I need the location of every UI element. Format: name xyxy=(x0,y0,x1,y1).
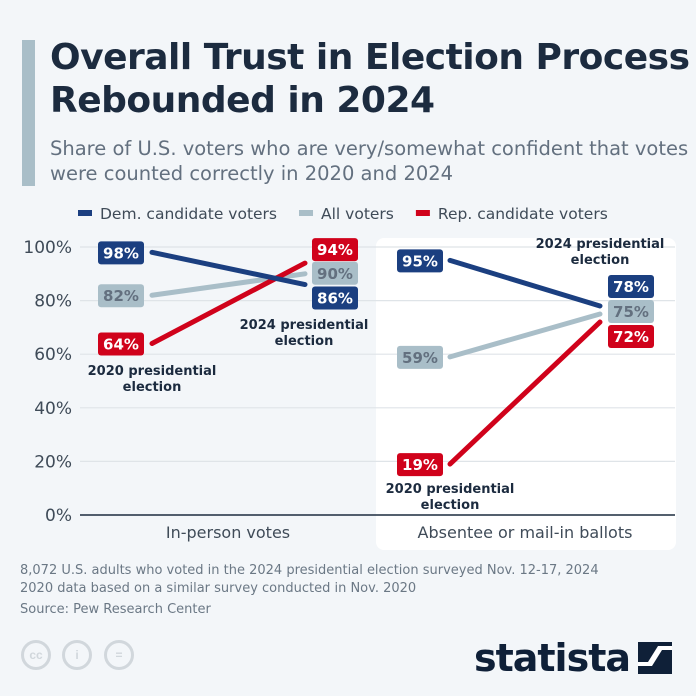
data-label-box xyxy=(397,249,443,273)
source: Source: Pew Research Center xyxy=(20,602,211,617)
data-label: 64% xyxy=(103,335,139,353)
x-category-label: In-person votes xyxy=(166,523,290,542)
statista-logo-icon xyxy=(638,642,672,674)
footnote-1: 8,072 U.S. adults who voted in the 2024 … xyxy=(20,563,599,578)
title-accent-bar xyxy=(22,40,35,186)
chart: 0% 20% 40% 60% 80% 100% Dem. candidate voters A… xyxy=(23,205,676,550)
data-label-box xyxy=(312,286,358,310)
legend-swatch xyxy=(299,210,314,216)
legend-swatch xyxy=(415,210,430,216)
annotation-2024: 2024 presidential xyxy=(240,318,369,333)
chart-subtitle: Share of U.S. voters who are very/somewh… xyxy=(50,137,689,185)
data-label: 94% xyxy=(317,241,353,259)
legend-label: All voters xyxy=(321,205,394,223)
attribution-icon[interactable]: i xyxy=(62,640,92,670)
data-label-box xyxy=(608,274,654,298)
data-label-box xyxy=(98,284,144,308)
footnote-2: 2020 data based on a similar survey cond… xyxy=(20,581,417,596)
data-label: 86% xyxy=(317,290,353,308)
statista-logo[interactable]: statista xyxy=(474,636,672,680)
data-label: 90% xyxy=(317,265,353,283)
data-label-box xyxy=(312,238,358,262)
data-label: 72% xyxy=(613,328,649,346)
data-label: 19% xyxy=(402,456,438,474)
annotation-2020: election xyxy=(123,380,182,395)
y-tick-label: 100% xyxy=(23,238,72,258)
series-line xyxy=(149,260,308,346)
annotation-2020: election xyxy=(421,498,480,513)
chart-title: Overall Trust in Election Process Reboun… xyxy=(50,37,690,121)
y-tick-label: 40% xyxy=(34,399,72,419)
data-label-box xyxy=(397,453,443,477)
legend-label: Dem. candidate voters xyxy=(100,205,277,223)
series-line xyxy=(149,249,308,288)
no-derivatives-icon[interactable]: = xyxy=(104,640,134,670)
data-label: 59% xyxy=(402,349,438,367)
data-label: 75% xyxy=(613,303,649,321)
data-label: 98% xyxy=(103,244,139,262)
annotation-2024: 2024 presidential xyxy=(536,237,665,252)
data-label-box xyxy=(98,241,144,265)
series-line xyxy=(447,257,603,309)
annotation-2020: 2020 presidential xyxy=(88,364,217,379)
annotation-2024: election xyxy=(275,334,334,349)
data-label-box xyxy=(312,261,358,285)
x-category-label: Absentee or mail-in ballots xyxy=(418,523,633,542)
y-tick-label: 80% xyxy=(34,292,72,312)
y-tick-label: 20% xyxy=(34,452,72,472)
y-tick-label: 60% xyxy=(34,345,72,365)
y-tick-label: 0% xyxy=(45,506,72,526)
annotation-2024: election xyxy=(571,253,630,268)
annotation-2020: 2020 presidential xyxy=(386,482,515,497)
series-line xyxy=(447,319,603,467)
data-label: 95% xyxy=(402,252,438,270)
legend-swatch xyxy=(78,210,92,216)
data-label-box xyxy=(608,300,654,323)
data-label: 82% xyxy=(103,287,139,305)
data-label-box xyxy=(397,345,443,369)
legend-label: Rep. candidate voters xyxy=(438,205,608,223)
brand-name: statista xyxy=(473,636,631,680)
data-label-box xyxy=(98,332,144,356)
series-line xyxy=(447,311,603,360)
cc-license-icon[interactable]: cc xyxy=(21,640,51,670)
data-label-box xyxy=(608,325,654,349)
data-label: 78% xyxy=(613,278,649,296)
